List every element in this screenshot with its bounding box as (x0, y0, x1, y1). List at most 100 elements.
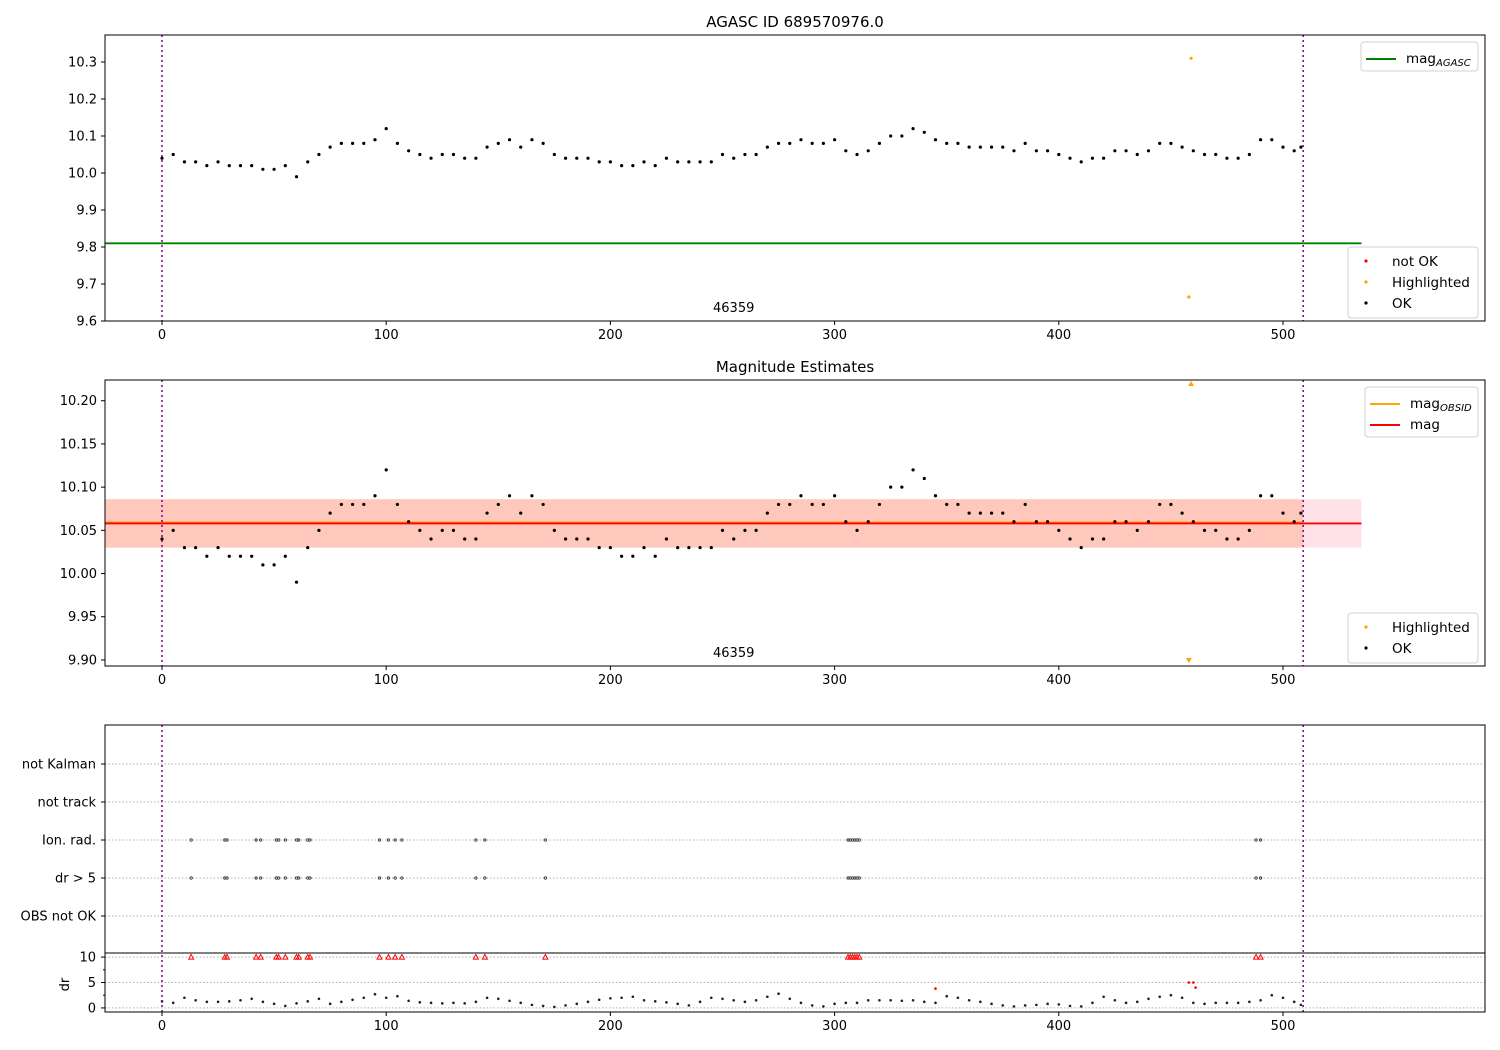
dr-point (216, 1000, 220, 1004)
ok-point (1214, 152, 1218, 157)
ok-point (1236, 537, 1240, 541)
ok-point (720, 152, 725, 157)
ok-point (1292, 149, 1296, 153)
ok-point (238, 554, 243, 558)
y-tick-label: 9.7 (76, 278, 97, 293)
dr-point (979, 1000, 982, 1004)
dr-point (766, 995, 769, 999)
ok-point (216, 160, 220, 164)
y-tick-label: 10.0 (68, 167, 97, 182)
ok-point (306, 160, 310, 164)
dr-clipped-marker (257, 953, 264, 960)
ok-point (407, 149, 411, 153)
legend-marker (1364, 646, 1368, 650)
ok-point (1113, 520, 1117, 524)
ok-point (182, 546, 187, 550)
flag-marker (483, 838, 487, 842)
dr-point (1248, 1000, 1251, 1004)
dr-point (833, 1002, 836, 1006)
ok-point (395, 141, 400, 146)
ok-point (507, 494, 512, 498)
ok-point (821, 502, 825, 507)
ok-point (1001, 511, 1005, 515)
ok-point (496, 502, 500, 507)
ok-point (1113, 149, 1117, 153)
ok-point (877, 141, 882, 146)
dr-point (384, 996, 388, 1000)
flag-row-label: OBS not OK (21, 910, 97, 925)
axes-frame (104, 724, 1486, 1013)
ok-point (507, 138, 512, 142)
dr-clipped-marker (223, 953, 231, 960)
axes-frame (104, 34, 1486, 322)
ok-point (474, 156, 478, 160)
ok-point (956, 502, 960, 507)
dr-point (239, 999, 242, 1002)
ok-point (451, 528, 456, 532)
dr-not-ok-point (1187, 981, 1191, 984)
ok-point (1090, 537, 1095, 541)
dr-clipped-marker (1252, 953, 1260, 960)
ok-point (698, 160, 702, 164)
ok-point (283, 164, 287, 168)
ok-point (709, 160, 713, 164)
dr-point (676, 1002, 679, 1006)
dr-point (743, 1000, 747, 1004)
ok-point (294, 175, 299, 179)
ok-point (776, 141, 781, 146)
ok-point (664, 537, 669, 541)
ok-point (1258, 138, 1263, 142)
dr-point (1169, 993, 1173, 997)
x-tick-label: 0 (158, 328, 166, 343)
ok-point (956, 141, 960, 146)
dr-point (407, 999, 410, 1003)
y-tick-label: 10.10 (60, 481, 97, 496)
dr-clipped-marker (472, 953, 480, 960)
dr-point (967, 999, 971, 1002)
ok-point (1247, 528, 1251, 532)
ok-point (1057, 152, 1061, 157)
dr-point (284, 1004, 287, 1008)
ok-point (709, 546, 713, 550)
flag-marker (386, 876, 391, 880)
ok-point (866, 520, 870, 524)
flag-marker (400, 876, 404, 880)
dr-point (777, 992, 780, 995)
ok-point (889, 134, 893, 138)
ok-point (1258, 494, 1263, 498)
x-tick-label: 500 (1271, 1019, 1296, 1034)
ok-point (250, 554, 254, 558)
dr-point (956, 996, 960, 1000)
ok-point (1236, 156, 1240, 160)
dr-point (328, 1002, 332, 1006)
dr-point (609, 996, 612, 1000)
dr-point (351, 998, 354, 1002)
dr-clipped-marker (398, 953, 406, 960)
ok-point (597, 546, 601, 550)
dr-point (429, 1001, 433, 1005)
flag-marker (377, 838, 382, 842)
dr-point (1192, 1001, 1195, 1005)
ok-point (664, 156, 669, 160)
dr-clipped-marker (275, 953, 282, 960)
dr-point (878, 999, 881, 1002)
x-tick-label: 300 (822, 1019, 847, 1034)
ok-point (631, 554, 635, 558)
dr-point (1180, 996, 1184, 1000)
dr-point (754, 999, 758, 1002)
ok-point (429, 537, 433, 541)
x-tick-label: 0 (158, 1019, 166, 1034)
agasc-panel: 46359 9.6 9.7 9.8 9.9 10.0 10.1 10.2 10.3 0 100 200… (68, 34, 1486, 343)
legend-marker (1364, 259, 1368, 263)
x-tick-label: 300 (822, 673, 847, 688)
ok-point (362, 502, 366, 507)
flag-marker (297, 838, 301, 842)
ok-point (250, 164, 254, 168)
ok-point (552, 528, 556, 532)
ok-point (642, 546, 646, 550)
ok-point (194, 546, 198, 550)
flag-row-label: Ion. rad. (42, 834, 96, 849)
ok-point (575, 537, 579, 541)
ok-point (586, 156, 590, 160)
dr-point (340, 1000, 343, 1004)
